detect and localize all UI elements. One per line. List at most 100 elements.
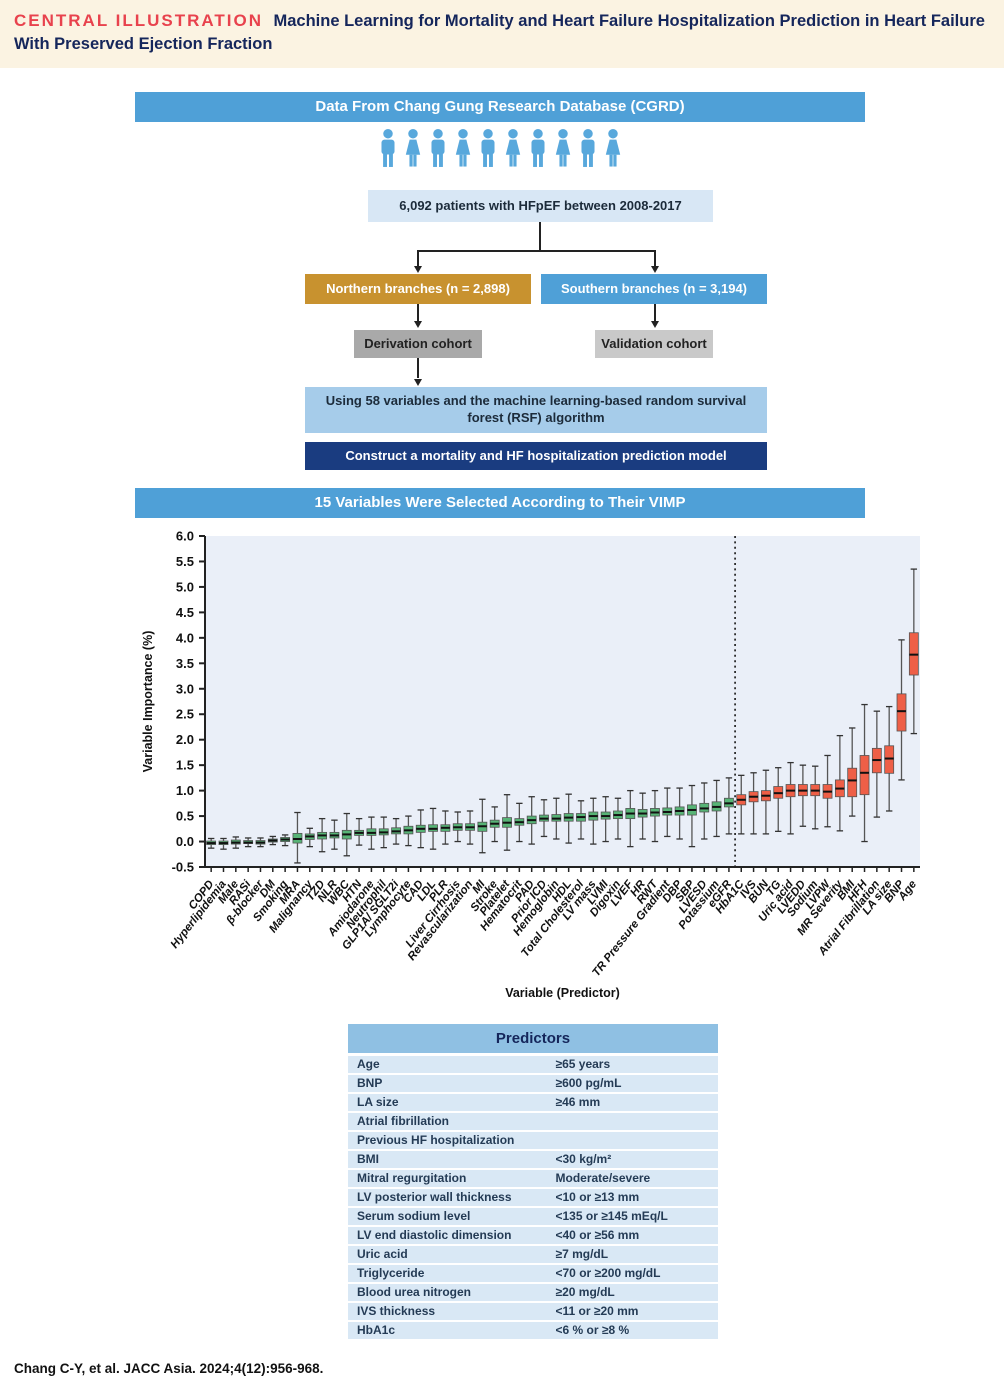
connector-line (417, 249, 419, 267)
derivation-cohort-box: Derivation cohort (354, 329, 482, 358)
person-male-icon (480, 128, 495, 167)
y-tick-label: 0.5 (176, 808, 194, 823)
table-row: Uric acid ≥7 mg/dL (348, 1245, 718, 1263)
predictor-name-cell: Age (357, 1057, 380, 1072)
person-male-icon (430, 128, 445, 167)
predictor-cutoff-cell: <30 kg/m² (555, 1152, 612, 1167)
arrow-down-icon (650, 320, 659, 328)
iqr-box (884, 744, 895, 774)
predictor-cutoff-cell: ≥20 mg/dL (555, 1285, 615, 1300)
y-tick-label: 0.0 (176, 834, 194, 849)
predictor-name-cell: Uric acid (357, 1247, 408, 1262)
predictor-name-cell: Serum sodium level (357, 1209, 471, 1224)
connector-line (417, 303, 419, 322)
predictors-table: Predictors Age ≥65 years BNP ≥600 pg/mL LA s… (348, 1023, 719, 1339)
table-row: LV posterior wall thickness <10 or ≥13 mm (348, 1188, 718, 1206)
predictor-name-cell: BMI (357, 1152, 379, 1167)
person-male-icon (530, 128, 545, 167)
predictor-cutoff-cell: ≥65 years (555, 1057, 611, 1072)
central-illustration-banner: CENTRAL ILLUSTRATION Machine Learning fo… (0, 0, 1004, 68)
y-tick-label: 1.0 (176, 783, 194, 798)
person-female-icon (605, 128, 620, 167)
iqr-box (859, 754, 870, 795)
y-tick-label: 3.0 (176, 681, 194, 696)
predictor-name-cell: Previous HF hospitalization (357, 1133, 515, 1148)
table-row: Age ≥65 years (348, 1055, 718, 1073)
predictor-cutoff-cell: <70 or ≥200 mg/dL (555, 1266, 661, 1281)
y-tick-label: 2.5 (176, 706, 194, 721)
table-row: IVS thickness <11 or ≥20 mm (348, 1302, 718, 1320)
predictor-cutoff-cell: ≥46 mm (555, 1095, 601, 1110)
northern-branches-box: Northern branches (n = 2,898) (305, 273, 531, 304)
predictor-cutoff-cell: <40 or ≥56 mm (555, 1228, 640, 1243)
southern-branches-box: Southern branches (n = 3,194) (541, 273, 767, 304)
y-tick-label: 1.5 (176, 757, 194, 772)
y-tick-label: -0.5 (172, 859, 194, 874)
predictor-name-cell: Atrial fibrillation (357, 1114, 450, 1129)
predictors-table-title: Predictors (348, 1023, 718, 1053)
y-tick-label: 2.0 (176, 732, 194, 747)
validation-cohort-box: Validation cohort (595, 329, 713, 358)
arrow-down-icon (650, 265, 659, 273)
predictor-cutoff-cell: <10 or ≥13 mm (555, 1190, 640, 1205)
connector-line (654, 303, 656, 322)
connector-line (418, 249, 656, 252)
banner-label: CENTRAL ILLUSTRATION (14, 11, 264, 30)
iqr-box (896, 692, 907, 731)
predictors-table-body: Age ≥65 years BNP ≥600 pg/mL LA size ≥46 mm At… (348, 1055, 719, 1339)
arrow-down-icon (413, 265, 422, 273)
table-row: LA size ≥46 mm (348, 1093, 718, 1111)
table-row: BMI <30 kg/m² (348, 1150, 718, 1168)
method-box: Using 58 variables and the machine learn… (305, 386, 767, 433)
predictor-name-cell: Blood urea nitrogen (357, 1285, 471, 1300)
table-row: Serum sodium level <135 or ≥145 mEq/L (348, 1207, 718, 1225)
table-row: Mitral regurgitation Moderate/severe (348, 1169, 718, 1187)
predictor-name-cell: Mitral regurgitation (357, 1171, 467, 1186)
patients-icon-row (135, 128, 865, 178)
y-tick-label: 4.5 (176, 604, 194, 619)
predictor-name-cell: Triglyceride (357, 1266, 425, 1281)
table-row: Triglyceride <70 or ≥200 mg/dL (348, 1264, 718, 1282)
person-female-icon (405, 128, 420, 167)
table-row: Blood urea nitrogen ≥20 mg/dL (348, 1283, 718, 1301)
table-row: BNP ≥600 pg/mL (348, 1074, 718, 1092)
connector-line (539, 221, 541, 250)
study-flowchart: Data From Chang Gung Research Database (… (135, 91, 865, 476)
predictor-cutoff-cell: ≥600 pg/mL (555, 1076, 622, 1091)
predictor-cutoff-cell (552, 1120, 719, 1123)
predictor-name-cell: IVS thickness (357, 1304, 436, 1319)
predictor-cutoff-cell: ≥7 mg/dL (555, 1247, 609, 1262)
predictor-name-cell: LA size (357, 1095, 399, 1110)
plot-background (205, 535, 920, 867)
person-female-icon (555, 128, 570, 167)
arrow-down-icon (413, 378, 422, 386)
y-tick-label: 6.0 (176, 528, 194, 543)
y-tick-label: 3.5 (176, 655, 194, 670)
patients-count-box: 6,092 patients with HFpEF between 2008-2… (368, 189, 713, 222)
person-male-icon (380, 128, 395, 167)
y-tick-label: 4.0 (176, 630, 194, 645)
x-axis-title: Variable (Predictor) (505, 986, 620, 1000)
person-female-icon (455, 128, 470, 167)
y-tick-label: 5.0 (176, 579, 194, 594)
vimp-boxplot-chart: -0.5 0.0 0.5 1.0 1.5 2.0 2.5 3.0 3.5 4.0 4.5 5.0 5.5… (141, 528, 920, 1000)
person-female-icon (505, 128, 520, 167)
predictor-name-cell: BNP (357, 1076, 383, 1091)
person-male-icon (580, 128, 595, 167)
predictor-name-cell: LV posterior wall thickness (357, 1190, 512, 1205)
table-row: HbA1c <6 % or ≥8 % (348, 1321, 718, 1339)
predictor-cutoff-cell: <11 or ≥20 mm (555, 1304, 639, 1319)
flowchart-header: Data From Chang Gung Research Database (… (135, 91, 865, 122)
predictor-name-cell: LV end diastolic dimension (357, 1228, 512, 1243)
arrow-down-icon (413, 320, 422, 328)
table-row: Atrial fibrillation (348, 1112, 719, 1130)
connector-line (417, 357, 419, 378)
chart-header: 15 Variables Were Selected According to … (135, 487, 865, 518)
y-axis-title: Variable Importance (%) (141, 630, 155, 772)
y-tick-label: 5.5 (176, 553, 194, 568)
predictor-cutoff-cell: <135 or ≥145 mEq/L (555, 1209, 668, 1224)
table-row: LV end diastolic dimension <40 or ≥56 mm (348, 1226, 718, 1244)
connector-line (654, 249, 656, 267)
predictor-name-cell: HbA1c (357, 1323, 396, 1338)
model-box: Construct a mortality and HF hospitaliza… (305, 441, 767, 470)
